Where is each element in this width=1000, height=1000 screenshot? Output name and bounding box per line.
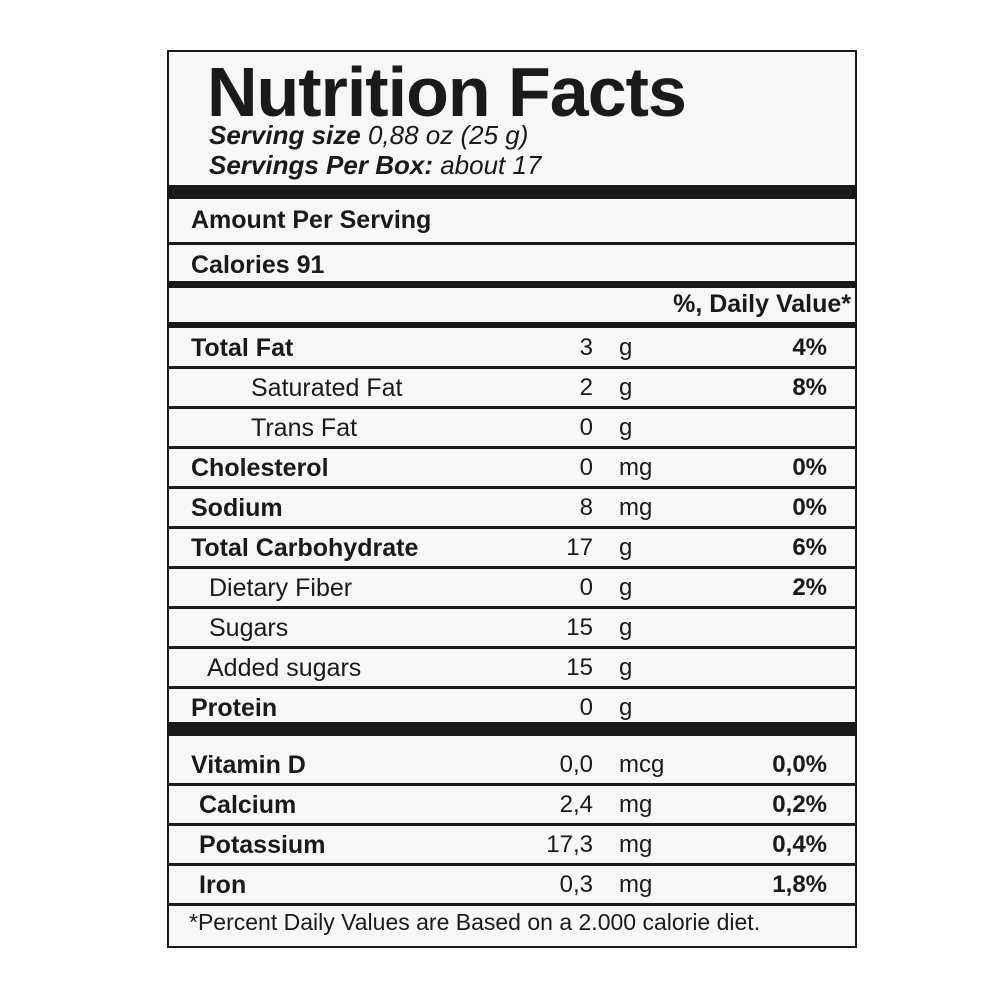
nutrient-name: Sugars xyxy=(209,614,289,642)
nutrient-unit: g xyxy=(619,334,633,361)
row-trans-fat: Trans Fat 0 g xyxy=(169,408,855,448)
row-vitamin-d: Vitamin D 0,0 mcg 0,0% xyxy=(169,745,855,785)
nutrient-amount: 0 xyxy=(579,574,593,601)
nutrient-unit: g xyxy=(619,654,633,681)
nutrient-amount: 17,3 xyxy=(546,831,593,858)
medium-divider xyxy=(169,281,855,288)
nutrient-name: Dietary Fiber xyxy=(209,574,353,602)
divider xyxy=(169,526,855,529)
nutrient-unit: mg xyxy=(619,494,653,521)
row-iron: Iron 0,3 mg 1,8% xyxy=(169,865,855,905)
divider xyxy=(169,566,855,569)
divider xyxy=(169,446,855,449)
row-added-sugars: Added sugars 15 g xyxy=(169,648,855,688)
nutrient-daily-value: 4% xyxy=(792,334,827,361)
nutrient-unit: mg xyxy=(619,831,653,858)
nutrient-unit: mg xyxy=(619,791,653,818)
nutrient-daily-value: 0,4% xyxy=(772,831,827,858)
nutrient-name: Total Carbohydrate xyxy=(191,534,419,562)
serving-size-value: 0,88 oz (25 g) xyxy=(367,120,529,150)
nutrient-daily-value: 0% xyxy=(792,454,827,481)
divider xyxy=(169,863,855,866)
serving-size: Serving size 0,88 oz (25 g) xyxy=(209,120,528,151)
nutrient-daily-value: 2% xyxy=(792,574,827,601)
nutrient-daily-value: 0% xyxy=(792,494,827,521)
divider xyxy=(169,783,855,786)
nutrient-amount: 2,4 xyxy=(559,791,593,818)
row-saturated-fat: Saturated Fat 2 g 8% xyxy=(169,368,855,408)
nutrient-name: Sodium xyxy=(191,494,283,522)
nutrient-name: Added sugars xyxy=(207,654,362,682)
nutrient-daily-value: 6% xyxy=(792,534,827,561)
thick-divider xyxy=(169,185,855,199)
amount-per-serving: Amount Per Serving xyxy=(191,206,432,234)
nutrient-amount: 0 xyxy=(579,414,593,441)
servings-per-box-key: Servings Per Box: xyxy=(209,150,433,180)
nutrient-amount: 0 xyxy=(579,694,593,721)
row-dietary-fiber: Dietary Fiber 0 g 2% xyxy=(169,568,855,608)
nutrient-unit: g xyxy=(619,374,633,401)
nutrient-amount: 15 xyxy=(566,654,593,681)
nutrient-unit: g xyxy=(619,614,633,641)
row-calcium: Calcium 2,4 mg 0,2% xyxy=(169,785,855,825)
nutrient-name: Protein xyxy=(191,694,278,722)
nutrient-daily-value: 1,8% xyxy=(772,871,827,898)
servings-per-box: Servings Per Box: about 17 xyxy=(209,150,541,181)
row-sodium: Sodium 8 mg 0% xyxy=(169,488,855,528)
nutrient-name: Total Fat xyxy=(191,334,294,362)
nutrient-daily-value: 0,0% xyxy=(772,751,827,778)
daily-value-header: %, Daily Value* xyxy=(673,290,851,318)
nutrient-amount: 15 xyxy=(566,614,593,641)
row-potassium: Potassium 17,3 mg 0,4% xyxy=(169,825,855,865)
divider xyxy=(169,242,855,245)
nutrient-daily-value: 0,2% xyxy=(772,791,827,818)
servings-per-box-value: about 17 xyxy=(440,150,542,180)
label-title: Nutrition Facts xyxy=(207,53,687,131)
footnote: *Percent Daily Values are Based on a 2.0… xyxy=(189,909,761,935)
divider xyxy=(169,686,855,689)
nutrient-name: Calcium xyxy=(199,791,297,819)
nutrient-name: Saturated Fat xyxy=(251,374,403,402)
divider xyxy=(169,486,855,489)
row-total-carbohydrate: Total Carbohydrate 17 g 6% xyxy=(169,528,855,568)
divider xyxy=(169,903,855,906)
nutrient-daily-value: 8% xyxy=(792,374,827,401)
nutrition-facts-label: Nutrition Facts Serving size 0,88 oz (25… xyxy=(167,50,857,948)
divider xyxy=(169,606,855,609)
nutrient-name: Potassium xyxy=(199,831,326,859)
row-sugars: Sugars 15 g xyxy=(169,608,855,648)
nutrient-unit: g xyxy=(619,694,633,721)
nutrient-amount: 0,0 xyxy=(559,751,593,778)
nutrient-amount: 17 xyxy=(566,534,593,561)
nutrient-name: Vitamin D xyxy=(191,751,306,779)
nutrient-unit: mg xyxy=(619,454,653,481)
nutrient-unit: mcg xyxy=(619,751,665,778)
row-protein: Protein 0 g xyxy=(169,688,855,728)
nutrient-unit: g xyxy=(619,534,633,561)
serving-size-key: Serving size xyxy=(209,120,361,150)
nutrient-name: Trans Fat xyxy=(251,414,358,442)
row-cholesterol: Cholesterol 0 mg 0% xyxy=(169,448,855,488)
nutrient-amount: 0,3 xyxy=(559,871,593,898)
divider xyxy=(169,406,855,409)
nutrient-amount: 3 xyxy=(579,334,593,361)
calories: Calories 91 xyxy=(191,251,325,279)
nutrient-unit: mg xyxy=(619,871,653,898)
thick-divider xyxy=(169,722,855,736)
row-total-fat: Total Fat 3 g 4% xyxy=(169,328,855,368)
medium-divider xyxy=(169,322,855,328)
nutrient-amount: 0 xyxy=(579,454,593,481)
divider xyxy=(169,366,855,369)
nutrient-amount: 8 xyxy=(579,494,593,521)
divider xyxy=(169,646,855,649)
nutrient-name: Cholesterol xyxy=(191,454,329,482)
nutrient-unit: g xyxy=(619,574,633,601)
nutrient-unit: g xyxy=(619,414,633,441)
divider xyxy=(169,823,855,826)
nutrient-name: Iron xyxy=(199,871,247,899)
nutrient-amount: 2 xyxy=(579,374,593,401)
